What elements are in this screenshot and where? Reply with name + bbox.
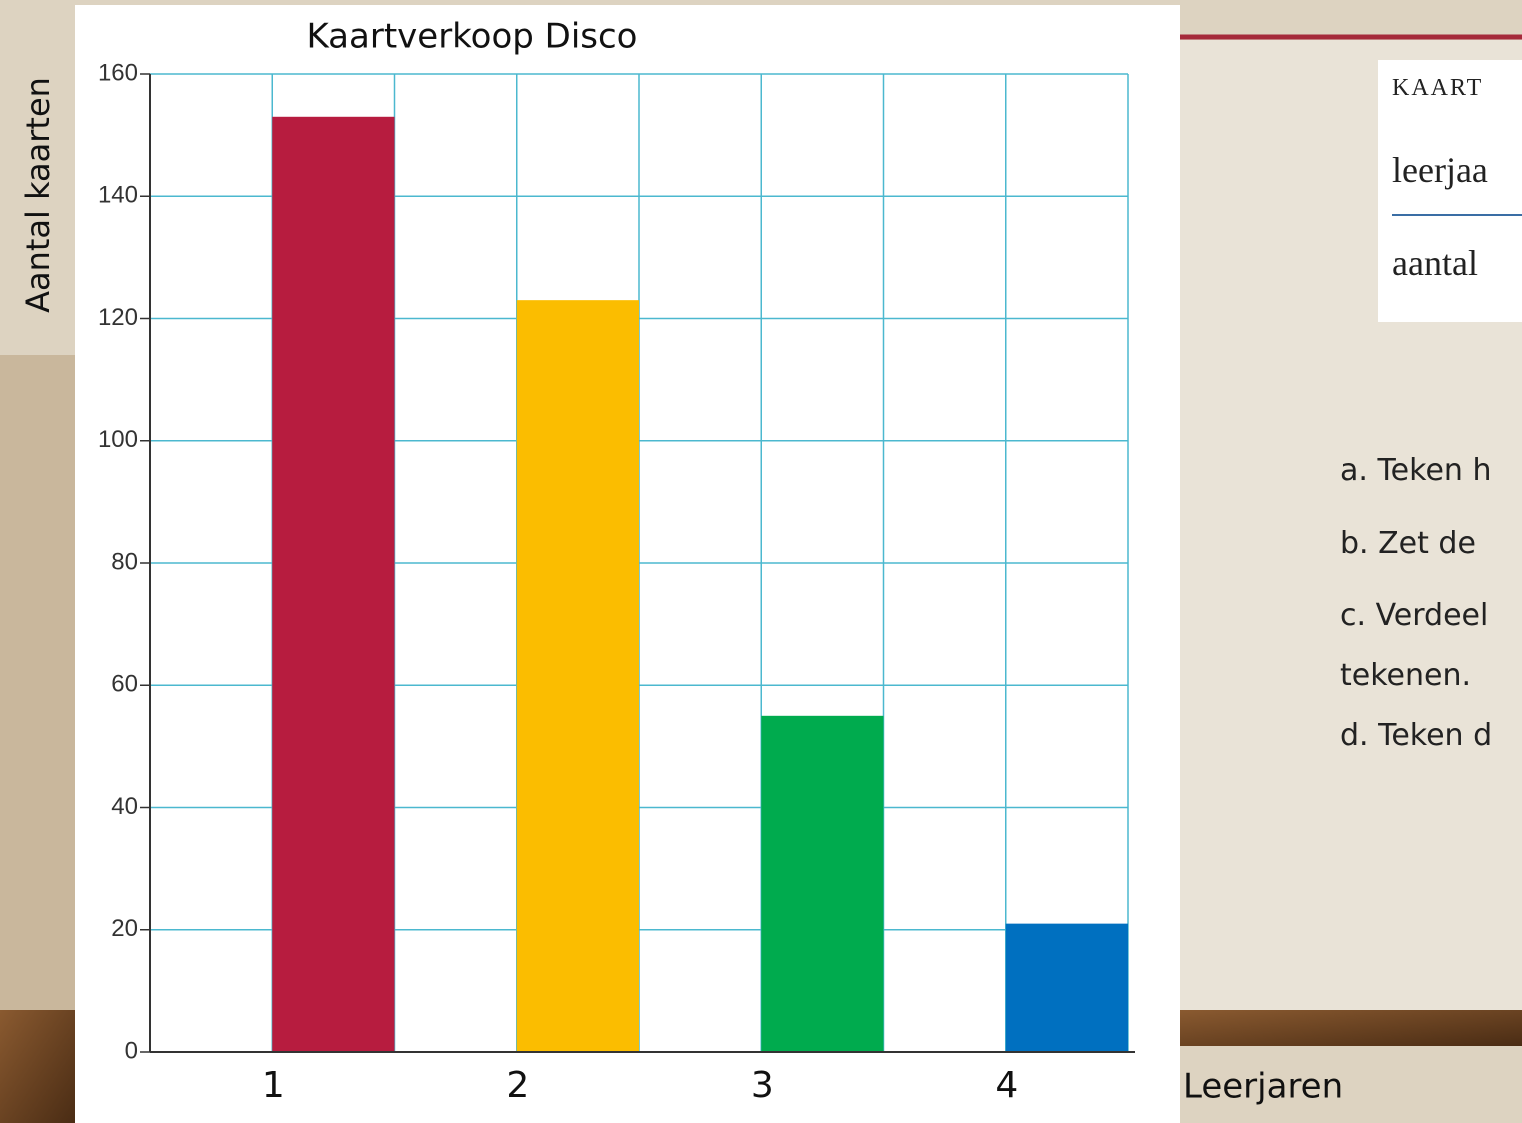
left-panel	[0, 355, 75, 1123]
bar	[272, 117, 394, 1052]
y-axis-label: Aantal kaarten	[19, 77, 57, 313]
y-tick-label: 20	[111, 915, 138, 942]
wood-strip	[1180, 1010, 1522, 1046]
instruction-text: c. Verdeel	[1340, 598, 1488, 633]
chart-title: Kaartverkoop Disco	[306, 17, 637, 57]
bar	[761, 716, 883, 1052]
instruction-text: d. Teken d	[1340, 718, 1492, 753]
slide: KAART leerjaa aantal a. Teken h b. Zet de…	[0, 0, 1522, 1123]
y-tick-label: 60	[111, 671, 138, 698]
bar	[1006, 924, 1128, 1052]
x-tick-label: 1	[262, 1065, 285, 1106]
wood-strip	[0, 1010, 75, 1123]
table-row-label: aantal	[1392, 243, 1478, 283]
page: {"chart_data": {"type": "bar", "title": …	[0, 0, 1522, 1123]
y-tick-label: 100	[98, 426, 138, 453]
table-header: KAART	[1392, 75, 1483, 101]
instruction-text: tekenen.	[1340, 658, 1471, 693]
y-tick-label: 120	[98, 304, 138, 331]
bar	[517, 300, 639, 1052]
table-row-label: leerjaa	[1392, 150, 1488, 190]
x-axis-label: Leerjaren	[1183, 1067, 1343, 1107]
x-tick-label: 3	[751, 1065, 774, 1106]
y-tick-label: 140	[98, 182, 138, 209]
instruction-text: b. Zet de	[1340, 526, 1476, 561]
y-tick-label: 160	[98, 59, 138, 86]
instruction-text: a. Teken h	[1340, 453, 1491, 488]
y-tick-label: 80	[111, 548, 138, 575]
x-tick-label: 2	[506, 1065, 529, 1106]
y-tick-label: 40	[111, 793, 138, 820]
x-tick-label: 4	[995, 1065, 1018, 1106]
y-tick-label: 0	[125, 1037, 138, 1064]
